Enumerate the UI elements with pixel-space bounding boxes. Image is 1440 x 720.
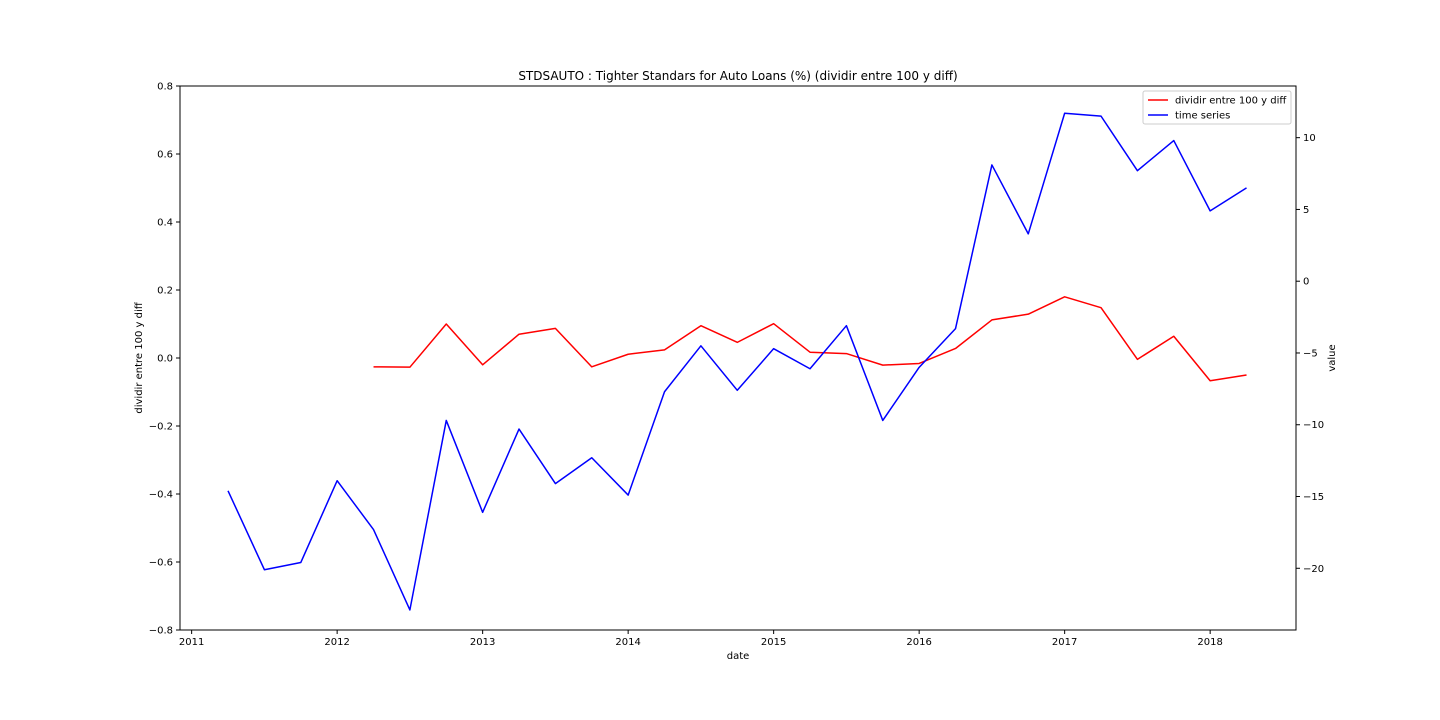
y-right-tick-label: −20	[1303, 564, 1324, 575]
legend: dividir entre 100 y diff time series	[1142, 90, 1292, 125]
y-left-tick-label: −0.6	[149, 558, 173, 569]
x-tick-label: 2017	[1052, 637, 1077, 648]
y-left-tick-label: −0.4	[149, 490, 173, 501]
x-tick-label: 2014	[615, 637, 640, 648]
y-right-tick-label: −15	[1303, 492, 1324, 503]
x-tick-label: 2012	[324, 637, 349, 648]
x-tick-label: 2013	[470, 637, 495, 648]
y-left-tick-label: 0.0	[157, 354, 173, 365]
y-axis-left-label: dividir entre 100 y diff	[134, 301, 145, 413]
y-left-tick-label: 0.4	[157, 218, 173, 229]
legend-label-right-series: time series	[1175, 111, 1230, 122]
y-right-tick-label: 10	[1303, 133, 1316, 144]
x-axis-label: date	[727, 651, 750, 662]
y-right-tick-label: −10	[1303, 420, 1324, 431]
y-right-tick-label: 0	[1303, 277, 1309, 288]
y-axis-right: −20 −15 −10 −5 0 5 10	[1296, 133, 1324, 575]
x-tick-label: 2011	[179, 637, 204, 648]
x-tick-label: 2016	[906, 637, 931, 648]
y-axis-right-label: value	[1327, 344, 1338, 371]
y-left-tick-label: 0.2	[157, 286, 173, 297]
y-left-tick-label: −0.2	[149, 422, 173, 433]
x-axis: 2011 2012 2013 2014 2015 2016 2017 2018	[179, 630, 1223, 648]
y-right-tick-label: −5	[1303, 348, 1318, 359]
y-axis-left: −0.8 −0.6 −0.4 −0.2 0.0 0.2 0.4 0.6 0.8	[149, 82, 180, 637]
x-tick-label: 2015	[761, 637, 786, 648]
x-tick-label: 2018	[1197, 637, 1222, 648]
plot-area	[227, 112, 1247, 611]
legend-box	[1142, 90, 1292, 125]
chart-title: STDSAUTO : Tighter Standars for Auto Loa…	[518, 69, 957, 83]
legend-label-left-series: dividir entre 100 y diff	[1175, 96, 1287, 107]
y-left-tick-label: −0.8	[149, 626, 173, 637]
y-left-tick-label: 0.8	[157, 82, 173, 93]
y-right-tick-label: 5	[1303, 205, 1309, 216]
y-left-tick-label: 0.6	[157, 150, 173, 161]
